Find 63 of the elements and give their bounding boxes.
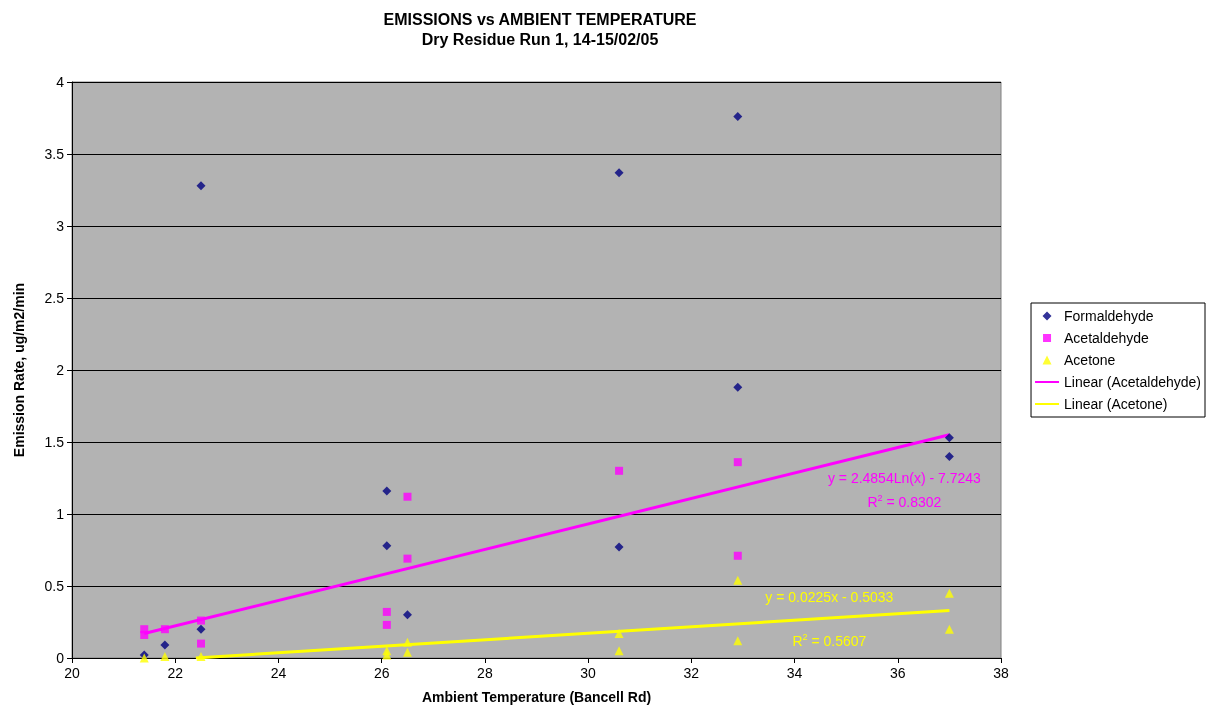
legend-label: Linear (Acetaldehyde) <box>1064 374 1202 390</box>
y-tick-label: 3 <box>56 218 65 234</box>
x-tick-label: 20 <box>64 665 80 681</box>
point <box>160 625 169 634</box>
point <box>196 181 206 191</box>
point <box>733 575 743 585</box>
y-tick-label: 0.5 <box>44 578 65 594</box>
point <box>382 541 392 551</box>
point <box>614 646 624 656</box>
y-tick-label: 1 <box>56 506 65 522</box>
y-tick-label: 0 <box>56 650 65 666</box>
point <box>402 647 412 657</box>
y-tick-label: 2.5 <box>44 290 65 306</box>
legend-label: Linear (Acetone) <box>1064 396 1168 412</box>
point <box>615 466 624 475</box>
point <box>196 652 206 662</box>
point <box>614 168 624 178</box>
point <box>402 610 412 620</box>
y-tick-label: 1.5 <box>44 434 65 450</box>
point <box>382 650 392 660</box>
point <box>944 451 954 461</box>
point <box>733 551 742 560</box>
legend-label: Formaldehyde <box>1064 308 1154 324</box>
legend-label: Acetone <box>1064 352 1116 368</box>
x-axis-title: Ambient Temperature (Bancell Rd) <box>421 689 652 705</box>
point <box>614 542 624 552</box>
x-tick-label: 28 <box>477 665 493 681</box>
point <box>944 433 954 443</box>
point <box>402 637 412 647</box>
point <box>403 492 412 501</box>
point <box>382 620 391 629</box>
annotation: y = 2.4854Ln(x) - 7.7243 <box>827 469 982 486</box>
point <box>160 640 170 650</box>
point <box>382 486 392 496</box>
chart-subtitle: Dry Residue Run 1, 14-15/02/05 <box>421 30 659 48</box>
x-tick-label: 32 <box>683 665 700 681</box>
point <box>140 630 149 639</box>
point <box>196 624 206 634</box>
point <box>197 639 206 648</box>
point <box>197 616 206 625</box>
x-tick-label: 24 <box>270 665 287 681</box>
y-tick-label: 4 <box>56 74 65 90</box>
legend-label: Acetaldehyde <box>1064 330 1150 346</box>
point <box>382 607 391 616</box>
point <box>944 588 954 598</box>
y-axis-title: Emission Rate, ug/m2/min <box>11 282 27 458</box>
point <box>944 624 954 634</box>
annotation: y = 0.0225x - 0.5033 <box>765 589 894 606</box>
point <box>733 382 743 392</box>
chart-title: EMISSIONS vs AMBIENT TEMPERATURE <box>383 10 697 28</box>
point <box>733 458 742 467</box>
point <box>614 629 624 639</box>
x-tick-label: 30 <box>580 665 597 681</box>
x-tick-label: 26 <box>373 665 390 681</box>
point <box>403 554 412 563</box>
x-tick-label: 34 <box>786 665 803 681</box>
y-tick-label: 3.5 <box>44 146 65 162</box>
point <box>160 652 170 662</box>
x-tick-label: 22 <box>167 665 184 681</box>
x-tick-label: 38 <box>993 665 1009 681</box>
x-tick-label: 36 <box>889 665 906 681</box>
y-tick-label: 2 <box>56 362 65 378</box>
point <box>733 112 743 122</box>
